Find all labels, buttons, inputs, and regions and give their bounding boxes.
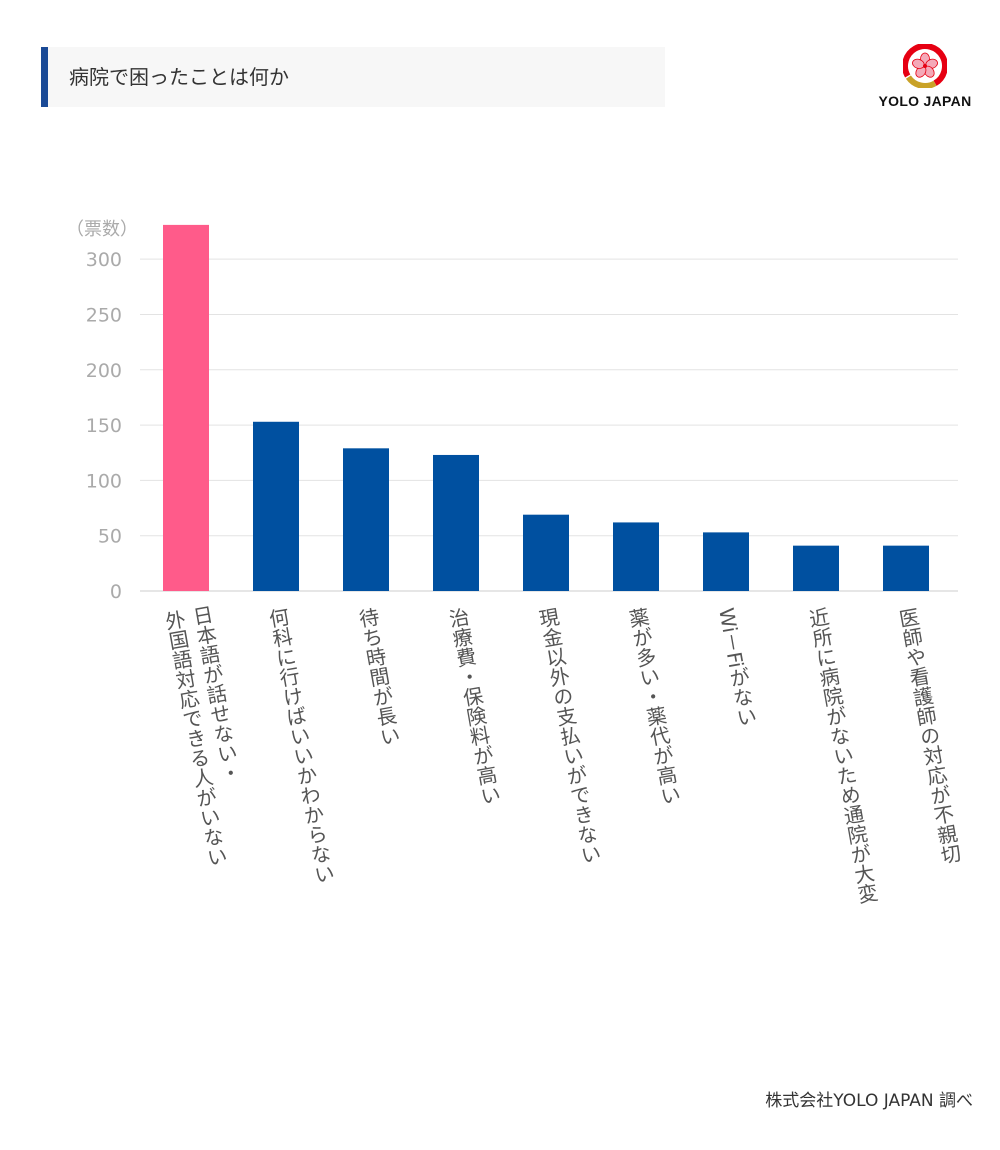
bar [433,454,479,591]
sakura-logo-icon [903,44,947,88]
bar [793,545,839,591]
bar [883,545,929,591]
bar [613,522,659,591]
bar [163,224,209,592]
y-tick-label: 0 [110,581,122,603]
y-tick-label: 300 [86,249,122,271]
y-tick-label: 50 [98,526,122,548]
logo-brand-text: YOLO JAPAN [878,93,972,109]
bar [253,421,299,591]
source-note: 株式会社YOLO JAPAN 調べ [765,1091,973,1111]
y-tick-label: 200 [86,360,122,382]
y-tick-label: 150 [86,415,122,437]
y-tick-label: 100 [86,470,122,492]
title-accent-bar [41,47,48,107]
y-unit-label: （票数） [66,219,138,240]
bar [523,514,569,591]
bar [703,532,749,591]
brand-logo: YOLO JAPAN [870,44,980,114]
page-title: 病院で困ったことは何か [69,65,289,89]
bar [343,448,389,591]
y-tick-label: 250 [86,304,122,326]
title-bar: 病院で困ったことは何か [41,47,665,107]
